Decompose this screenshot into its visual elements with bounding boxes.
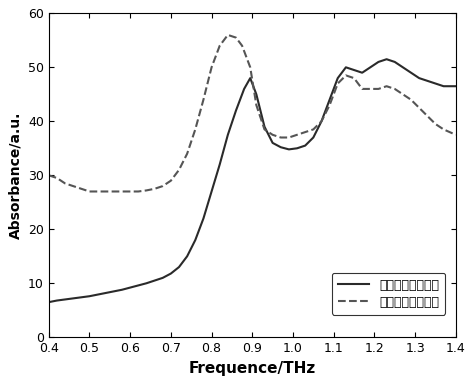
Legend: 未处理的吸收光谱, 处理后的吸收光谱: 未处理的吸收光谱, 处理后的吸收光谱 bbox=[332, 273, 446, 315]
Y-axis label: Absorbance/a.u.: Absorbance/a.u. bbox=[9, 112, 22, 239]
X-axis label: Frequence/THz: Frequence/THz bbox=[189, 361, 316, 376]
